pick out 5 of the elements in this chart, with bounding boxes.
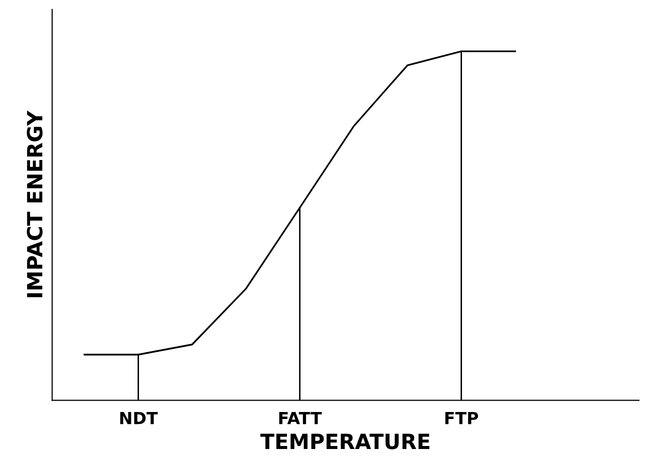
x-tick-label: FTP <box>445 412 478 424</box>
x-axis-title: TEMPERATURE <box>260 434 430 450</box>
x-tick-label: FATT <box>279 412 322 424</box>
x-tick-label: NDT <box>120 412 158 424</box>
y-axis-title: IMPACT ENERGY <box>26 110 43 298</box>
